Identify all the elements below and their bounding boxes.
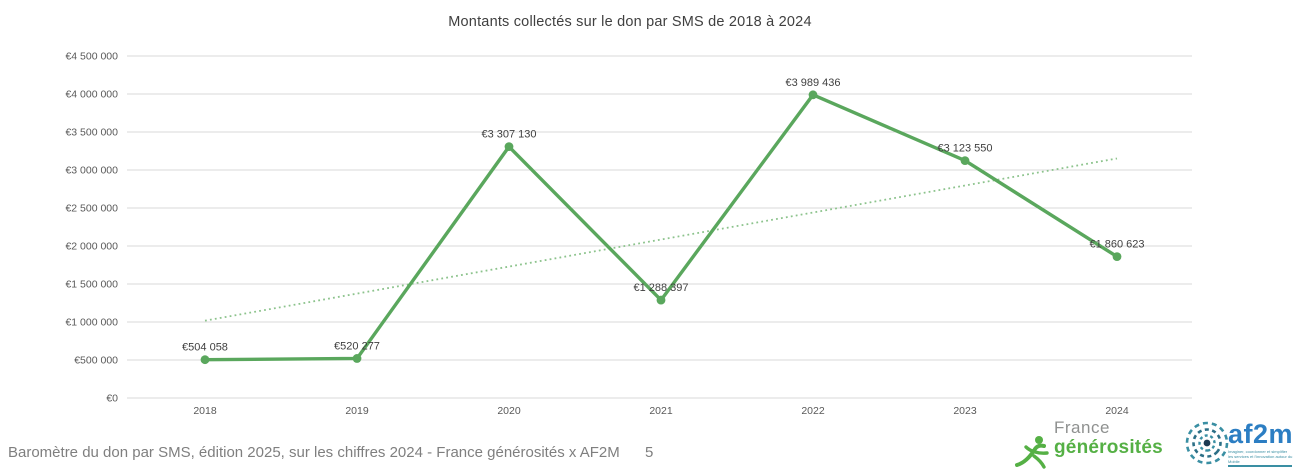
data-point-label-2021: €1 288 397 <box>633 282 688 294</box>
y-tick-label: €1 500 000 <box>65 279 118 291</box>
y-tick-label: €2 000 000 <box>65 241 118 253</box>
y-tick-label: €4 500 000 <box>65 51 118 63</box>
y-tick-label: €4 000 000 <box>65 89 118 101</box>
data-point-label-2024: €1 860 623 <box>1089 239 1144 251</box>
page-number: 5 <box>645 444 654 461</box>
y-tick-label: €500 000 <box>74 355 118 367</box>
x-tick-label: 2019 <box>345 405 369 417</box>
france-generosites-wordmark-france: France <box>1054 418 1110 437</box>
af2m-tagline-line1: Imaginer, coordonner et simplifier <box>1228 449 1288 454</box>
x-tick-label: 2021 <box>649 405 673 417</box>
series-line <box>203 93 1119 362</box>
x-tick-label: 2018 <box>193 405 217 417</box>
data-point-2021 <box>656 295 666 305</box>
sms-donation-line-chart: €0 €500 000 €1 000 000 €1 500 000 €2 000 000… <box>65 51 1192 417</box>
data-point-2023 <box>960 156 970 166</box>
data-point-label-2018: €504 058 <box>182 342 228 354</box>
af2m-logo: af2m Imaginer, coordonner et simplifier … <box>1184 419 1296 469</box>
data-point-label-2019: €520 277 <box>334 340 380 352</box>
y-tick-label: €2 500 000 <box>65 203 118 215</box>
y-tick-label: €1 000 000 <box>65 317 118 329</box>
france-generosites-wordmark-generosites: générosités <box>1054 437 1163 458</box>
x-tick-label: 2023 <box>953 405 977 417</box>
x-tick-label: 2022 <box>801 405 825 417</box>
y-tick-label: €0 <box>106 393 118 405</box>
y-tick-label: €3 500 000 <box>65 127 118 139</box>
data-point-2024 <box>1112 252 1122 261</box>
x-tick-label: 2020 <box>497 405 521 417</box>
data-point-2020 <box>504 142 514 152</box>
data-point-label-2022: €3 989 436 <box>785 77 840 89</box>
af2m-rule <box>1228 465 1292 467</box>
af2m-spiral-icon <box>1185 421 1229 465</box>
data-point-2018 <box>200 355 210 365</box>
footer-caption: Baromètre du don par SMS, édition 2025, … <box>8 444 620 461</box>
data-point-label-2023: €3 123 550 <box>937 143 992 155</box>
af2m-tagline-line2: les services et l'innovation autour du M… <box>1228 454 1293 465</box>
france-generosites-figure-icon <box>1015 436 1049 469</box>
data-point-2019 <box>352 354 362 363</box>
data-point-2022 <box>808 90 818 100</box>
data-point-label-2020: €3 307 130 <box>481 129 536 141</box>
chart-title: Montants collectés sur le don par SMS de… <box>448 14 812 30</box>
x-tick-label: 2024 <box>1105 405 1129 417</box>
france-generosites-logo: France générosités <box>1008 419 1180 469</box>
y-tick-label: €3 000 000 <box>65 165 118 177</box>
af2m-wordmark: af2m <box>1228 419 1294 449</box>
